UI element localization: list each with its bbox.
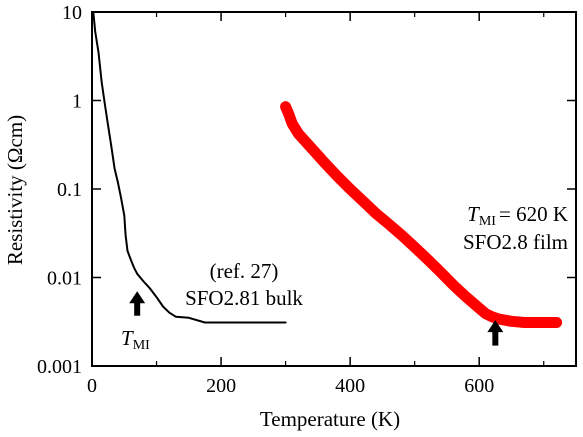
left-tmi-label: TMI xyxy=(121,326,150,353)
left-ref-label: (ref. 27) xyxy=(210,259,279,283)
axis-ticks xyxy=(91,11,576,367)
plot-frame xyxy=(91,11,577,367)
x-axis-title: Temperature (K) xyxy=(260,407,400,431)
bulk-data-series xyxy=(92,11,287,324)
right-sample-label: SFO2.8 film xyxy=(463,230,568,254)
left-sample-label: SFO2.81 bulk xyxy=(185,286,303,310)
x-tick-label: 0 xyxy=(87,375,97,397)
y-tick-label: 0.01 xyxy=(47,268,82,290)
y-tick-label: 1 xyxy=(72,91,82,113)
tmi-arrow-head xyxy=(487,320,504,333)
series-layer xyxy=(92,11,563,328)
x-tick-label: 200 xyxy=(206,375,236,397)
x-tick-label: 400 xyxy=(335,375,365,397)
film-data-series xyxy=(280,101,563,328)
tmi-arrow-head xyxy=(129,291,146,304)
y-tick-label: 10 xyxy=(62,2,82,24)
x-tick-label: 600 xyxy=(464,375,494,397)
tick-labels: 0 200 400 600 0.001 0.01 0.1 1 10 xyxy=(37,2,494,397)
y-tick-label: 0.001 xyxy=(37,356,82,378)
y-axis-title: Resistivity (Ωcm) xyxy=(3,115,27,265)
right-tmi-label: TMI = 620 K xyxy=(467,202,568,229)
arrow-layer xyxy=(129,291,504,346)
y-tick-label: 0.1 xyxy=(57,179,82,201)
